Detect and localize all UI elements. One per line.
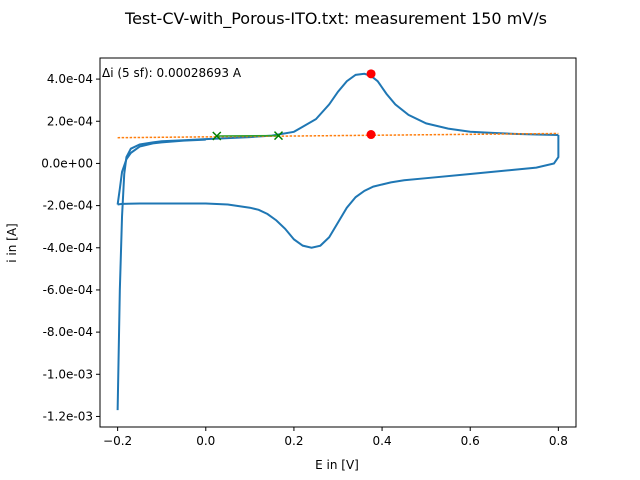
y-tick-label: -1.2e-03: [43, 409, 93, 423]
y-tick-label: -6.0e-04: [43, 283, 93, 297]
series-cv-forward: [116, 72, 559, 411]
marker-peak: [366, 69, 376, 79]
x-tick-label: 0.6: [461, 434, 480, 448]
x-tick-label: 0.2: [284, 434, 303, 448]
x-axis-label: E in [V]: [315, 458, 359, 472]
delta-i-annotation: Δi (5 sf): 0.00028693 A: [102, 66, 242, 80]
marker-fit-end: [273, 131, 284, 141]
y-tick-label: -2.0e-04: [43, 199, 93, 213]
y-axis-label: i in [A]: [5, 223, 19, 262]
y-tick-label: -8.0e-04: [43, 325, 93, 339]
y-axis: 4.0e-04 2.0e-04 0.0e+00 -2.0e-04 -4.0e-04 -6.…: [41, 72, 100, 423]
series-cv-reverse: [117, 134, 560, 249]
chart-title: Test-CV-with_Porous-ITO.txt: measurement…: [124, 9, 547, 29]
x-tick-label: 0.4: [373, 434, 392, 448]
axes-frame: [99, 57, 577, 428]
x-axis: −0.2 0.0 0.2 0.4 0.6 0.8: [103, 427, 568, 448]
plot-area: [116, 69, 560, 411]
y-tick-label: 2.0e-04: [47, 114, 93, 128]
y-tick-label: -1.0e-03: [43, 367, 93, 381]
marker-peak-baseline: [366, 130, 376, 140]
series-cv-return: [116, 138, 206, 205]
x-tick-label: 0.8: [549, 434, 568, 448]
x-tick-label: 0.0: [196, 434, 215, 448]
y-tick-label: 4.0e-04: [47, 72, 93, 86]
x-tick-label: −0.2: [103, 434, 132, 448]
y-tick-label: 0.0e+00: [41, 156, 93, 170]
series-baseline: [117, 132, 559, 139]
marker-fit-start: [212, 131, 222, 141]
y-tick-label: -4.0e-04: [43, 241, 93, 255]
